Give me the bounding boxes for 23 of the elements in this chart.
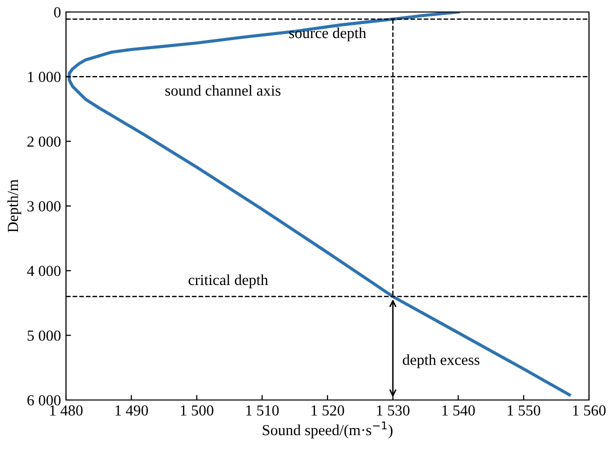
line-series	[68, 12, 571, 396]
y-tick-label: 3 000	[27, 201, 61, 212]
x-axis-title: Sound speed/(m·s$^{−1}$)	[262, 421, 392, 438]
ref-line-label: sound channel axis	[165, 85, 280, 96]
x-tick-label: 1 510	[246, 405, 279, 416]
y-tick-label: 0	[54, 7, 61, 18]
x-tick-label: 1 500	[180, 405, 214, 416]
x-tick-label: 1 530	[377, 405, 410, 416]
y-tick-label: 1 000	[28, 72, 61, 82]
y-axis-title: Depth/m	[7, 180, 22, 232]
y-tick-label: 4 000	[27, 266, 61, 276]
x-tick-label: 1 560	[573, 405, 606, 416]
x-tick-label: 1 480	[50, 405, 83, 416]
x-tick-label: 1 520	[312, 405, 344, 416]
y-tick-label: 2 000	[27, 136, 61, 147]
annotation: depth excess	[402, 354, 480, 368]
ref-line-label: source depth	[289, 27, 366, 42]
y-tick-label: 6 000	[27, 395, 61, 406]
x-tick-label: 1 550	[508, 405, 540, 416]
ref-line-label: critical depth	[188, 274, 268, 288]
y-tick-label: 5 000	[28, 330, 61, 341]
x-tick-label: 1 490	[116, 405, 148, 416]
x-tick-label: 1 540	[442, 405, 475, 416]
